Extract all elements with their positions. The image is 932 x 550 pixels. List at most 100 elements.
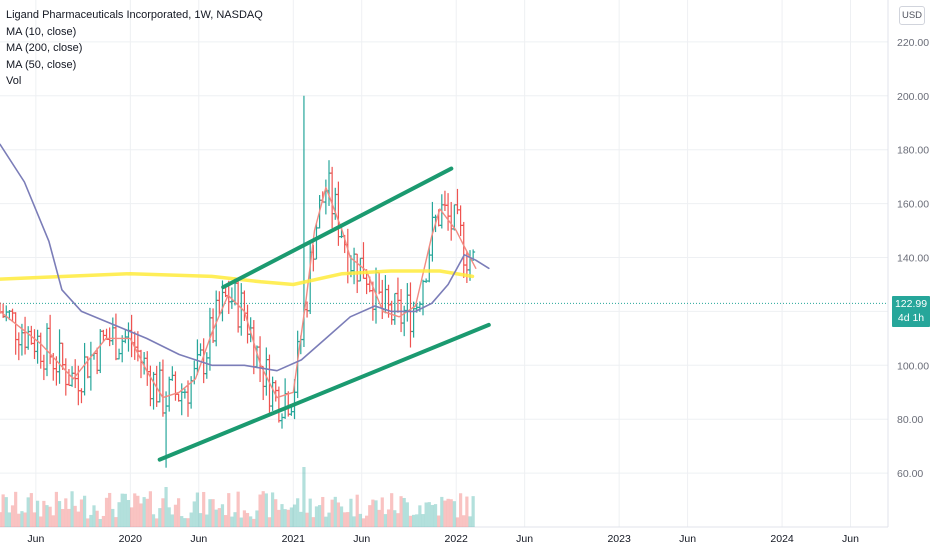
trend-lines[interactable]	[157, 166, 491, 462]
price-tick-label: 200.00	[897, 91, 929, 103]
volume-bar	[133, 493, 137, 527]
volume-bar	[108, 492, 112, 527]
volume-bar	[418, 505, 422, 527]
volume-bar	[227, 493, 231, 527]
volume-bar	[393, 510, 397, 527]
volume-bar	[459, 493, 463, 527]
volume-bar	[386, 509, 391, 527]
volume-bar	[455, 517, 460, 527]
volume-bar	[349, 498, 353, 527]
volume-bar	[95, 510, 99, 527]
volume-bar	[224, 515, 228, 527]
ma10-line	[0, 186, 477, 399]
volume-bar	[42, 500, 46, 527]
legend-title[interactable]: Ligand Pharmaceuticals Incorporated, 1W,…	[6, 9, 263, 21]
volume-bar	[299, 511, 303, 527]
volume-bar	[314, 506, 319, 527]
volume-bar	[120, 493, 124, 527]
volume-bar	[104, 497, 109, 527]
volume-bar	[17, 513, 21, 527]
volume-bar	[10, 505, 15, 527]
ma50-line	[0, 143, 490, 372]
price-tick-label: 80.00	[897, 414, 923, 426]
currency-button[interactable]: USD	[899, 6, 925, 25]
price-tick-label: 180.00	[897, 145, 929, 157]
volume-bar	[289, 507, 294, 527]
volume-bar	[318, 505, 322, 527]
volume-bar	[148, 491, 153, 527]
volume-bar	[302, 467, 306, 527]
volume-bar	[236, 491, 240, 527]
legend-ma10[interactable]: MA (10, close)	[6, 25, 77, 38]
volume-bar	[308, 498, 312, 527]
volume-bar	[57, 501, 62, 527]
volume-bar	[51, 515, 55, 527]
volume-bar	[92, 505, 96, 527]
volume-bar	[161, 498, 165, 527]
volume-bar	[330, 499, 334, 527]
volume-bars	[0, 467, 475, 527]
volume-bar	[67, 508, 71, 527]
volume-bar	[383, 514, 388, 527]
volume-bar	[252, 518, 256, 527]
upper-trendline	[221, 166, 454, 290]
volume-bar	[242, 510, 247, 527]
volume-bar	[430, 504, 435, 527]
volume-bar	[271, 492, 275, 527]
legend-vol[interactable]: Vol	[6, 75, 22, 87]
volume-bar	[336, 502, 341, 527]
volume-bar	[255, 510, 259, 527]
volume-bar	[211, 499, 215, 527]
volume-bar	[39, 516, 43, 527]
volume-bar	[20, 511, 24, 527]
volume-bar	[26, 497, 30, 527]
volume-bar	[361, 518, 366, 527]
volume-bar	[208, 499, 212, 527]
volume-bar	[277, 509, 281, 527]
time-axis[interactable]: Jun 2020 Jun 2021 Jun 2022 Jun 2023 Jun 2024 Jun	[27, 533, 859, 545]
volume-bar	[471, 496, 475, 527]
volume-bar	[446, 498, 450, 527]
volume-bar	[465, 496, 469, 527]
volume-bar	[390, 493, 394, 527]
volume-bar	[101, 515, 106, 527]
volume-bar	[249, 516, 253, 527]
volume-bar	[126, 500, 131, 527]
volume-bar	[274, 499, 278, 527]
volume-bar	[311, 517, 315, 527]
volume-bar	[195, 492, 200, 527]
volume-bar	[4, 497, 8, 527]
price-axis[interactable]: 60.0080.00100.00120.00140.00160.00180.00…	[897, 37, 929, 480]
volume-bar	[421, 514, 425, 527]
volume-bar	[377, 509, 381, 527]
volume-bar	[440, 496, 444, 527]
volume-bar	[214, 509, 218, 527]
volume-bar	[189, 512, 193, 527]
volume-bar	[151, 514, 156, 527]
legend-ma50[interactable]: MA (50, close)	[6, 58, 77, 71]
price-tick-label: 160.00	[897, 199, 929, 211]
chart-grid	[0, 0, 889, 528]
volume-bar	[264, 493, 268, 527]
volume-bar	[23, 512, 27, 527]
volume-bar	[424, 502, 428, 527]
volume-bar	[45, 505, 49, 527]
volume-bar	[36, 500, 40, 527]
volume-bar	[205, 514, 209, 527]
volume-bar	[239, 517, 243, 527]
volume-bar	[433, 504, 438, 527]
legend-ma200[interactable]: MA (200, close)	[6, 42, 83, 54]
volume-bar	[192, 501, 196, 527]
volume-bar	[261, 491, 265, 527]
volume-bar	[346, 512, 350, 527]
volume-bar	[117, 502, 121, 527]
volume-bar	[452, 501, 456, 527]
volume-bar	[443, 500, 447, 527]
volume-bar	[321, 496, 325, 527]
volume-bar	[220, 504, 225, 527]
volume-bar	[449, 499, 453, 527]
volume-bar	[245, 512, 250, 527]
volume-bar	[217, 508, 221, 527]
volume-bar	[89, 514, 93, 527]
